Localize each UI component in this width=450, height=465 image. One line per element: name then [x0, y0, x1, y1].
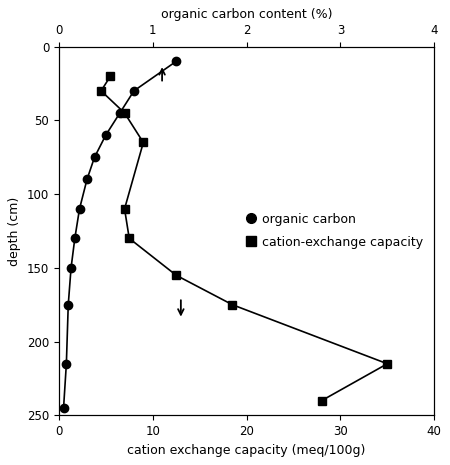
X-axis label: organic carbon content (%): organic carbon content (%) — [161, 8, 332, 21]
Y-axis label: depth (cm): depth (cm) — [9, 196, 21, 266]
Legend: organic carbon, cation-exchange capacity: organic carbon, cation-exchange capacity — [241, 208, 428, 254]
X-axis label: cation exchange capacity (meq/100g): cation exchange capacity (meq/100g) — [127, 444, 366, 457]
